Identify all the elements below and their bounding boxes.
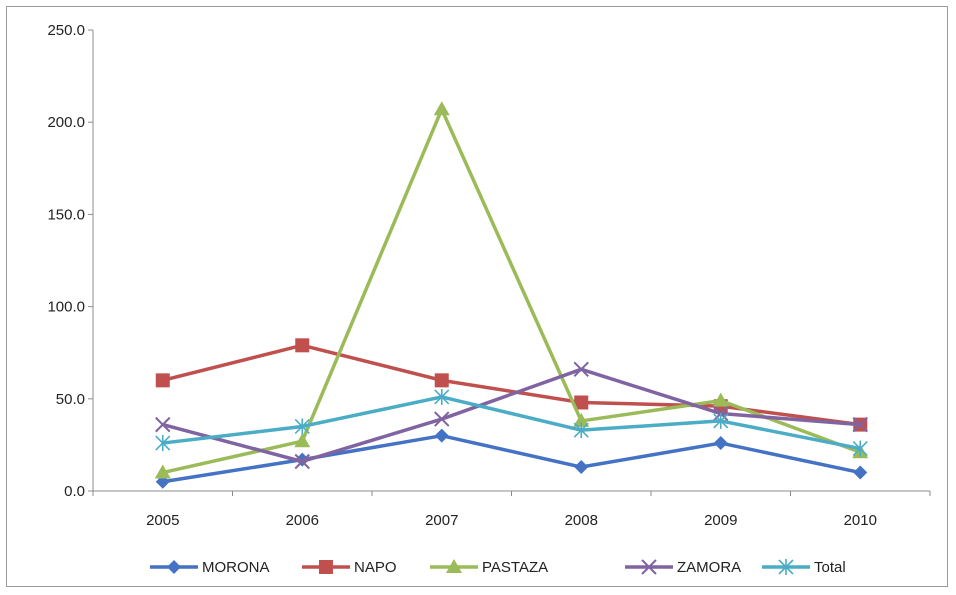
marker-stroke [641, 559, 657, 575]
data-point-total [294, 418, 310, 435]
data-point-napo [434, 373, 449, 388]
data-point-morona [853, 465, 868, 480]
data-point-zamora [294, 453, 310, 470]
legend-item-total: Total [762, 559, 846, 576]
y-tick-label: 50.0 [56, 391, 85, 408]
legend-marker [778, 559, 794, 575]
data-point-total [434, 388, 450, 405]
data-point-morona [713, 436, 728, 451]
marker-stroke [573, 361, 589, 378]
data-point-total [573, 422, 589, 439]
x-tick-label: 2006 [286, 512, 319, 529]
data-point-pastaza [573, 412, 590, 427]
series-line-pastaza [162, 107, 861, 475]
legend-label: PASTAZA [482, 559, 548, 576]
data-point-pastaza [154, 464, 171, 479]
legend-item-pastaza: PASTAZA [430, 559, 548, 576]
legend-marker [446, 559, 462, 573]
legend-marker [167, 560, 181, 574]
legend-label: Total [814, 559, 846, 576]
marker-stroke [852, 416, 868, 433]
marker-stroke [155, 416, 171, 433]
y-tick-label: 100.0 [47, 299, 85, 316]
data-point-morona [434, 428, 449, 443]
x-axis-ticks: 2005 2006 2007 2008 2009 2010 [92, 491, 931, 529]
data-point-morona [295, 452, 310, 467]
marker-stroke [294, 453, 310, 470]
data-point-zamora [434, 411, 450, 427]
legend-item-morona: MORONA [150, 559, 270, 576]
series-morona [155, 428, 868, 489]
series-line-zamora [162, 367, 861, 464]
y-tick-label: 250.0 [47, 22, 85, 39]
series-zamora [155, 361, 868, 470]
data-point-napo [295, 338, 310, 353]
legend-label: ZAMORA [677, 559, 741, 576]
y-tick-label: 0.0 [64, 483, 85, 500]
series-total [155, 388, 868, 457]
legend-item-zamora: ZAMORA [625, 559, 741, 576]
series-line-total [162, 395, 861, 451]
legend-marker [641, 559, 657, 575]
x-tick-label: 2005 [146, 512, 179, 529]
y-axis-ticks: 0.0 50.0 100.0 150.0 200.0 250.0 [47, 22, 93, 500]
y-tick-label: 150.0 [47, 206, 85, 223]
legend: MORONA NAPO PASTAZA ZAMORA Total [150, 559, 846, 576]
data-point-zamora [573, 361, 589, 378]
legend-label: MORONA [202, 559, 270, 576]
series-line-morona [162, 433, 861, 484]
data-point-total [852, 440, 868, 457]
x-tick-label: 2009 [704, 512, 737, 529]
data-point-pastaza [433, 101, 450, 116]
data-point-pastaza [712, 392, 729, 407]
data-point-napo [155, 373, 170, 388]
x-tick-label: 2010 [844, 512, 877, 529]
data-point-zamora [155, 416, 171, 433]
data-point-pastaza [294, 433, 311, 448]
data-point-total [155, 435, 171, 452]
legend-marker [319, 560, 333, 574]
data-point-morona [574, 460, 589, 475]
x-tick-label: 2007 [425, 512, 458, 529]
data-point-zamora [852, 416, 868, 433]
legend-item-napo: NAPO [302, 559, 397, 576]
data-point-total [713, 412, 729, 429]
series-layer [154, 101, 869, 489]
marker-stroke [434, 411, 450, 427]
y-tick-label: 200.0 [47, 114, 85, 131]
data-point-napo [574, 395, 589, 410]
legend-label: NAPO [354, 559, 397, 576]
x-tick-label: 2008 [565, 512, 598, 529]
series-pastaza [154, 101, 869, 479]
chart-frame [6, 6, 948, 587]
